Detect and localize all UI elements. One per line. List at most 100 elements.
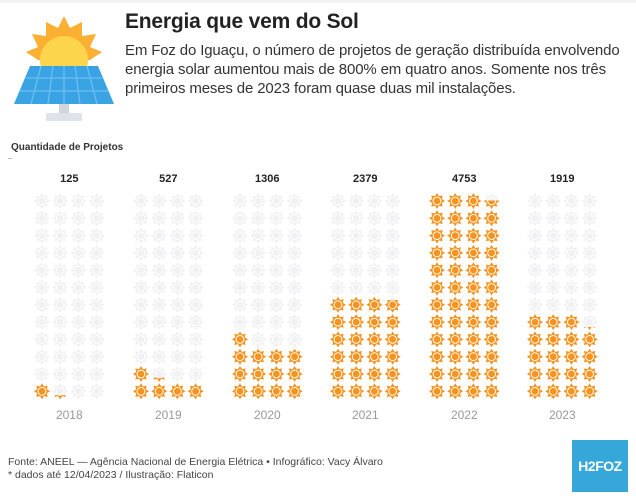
sun-icon: [232, 348, 248, 365]
sun-icon-empty: [169, 279, 186, 296]
sun-icon: [465, 366, 482, 382]
sun-icon: [268, 366, 285, 382]
sun-icon: [447, 279, 464, 296]
sun-icon-empty: [581, 279, 598, 296]
sun-icon: [286, 348, 303, 365]
sun-icon-empty: [384, 227, 401, 244]
sun-icon: [330, 331, 346, 348]
sun-icon-empty: [366, 227, 383, 244]
sun-icon: [366, 383, 383, 400]
sun-icon: [232, 383, 248, 400]
sun-icon-empty: [348, 279, 365, 296]
value-label: 1306: [255, 173, 280, 185]
sun-icon: [465, 314, 482, 331]
sun-icon-empty: [268, 262, 285, 279]
sun-icon: [384, 383, 401, 400]
sun-icon: [465, 383, 482, 400]
sun-icon: [384, 366, 401, 382]
sun-icon-empty: [232, 210, 248, 227]
sun-icon-empty: [34, 244, 50, 261]
sun-icon-empty: [70, 366, 87, 382]
sun-icon: [429, 314, 445, 331]
sun-icon-empty: [70, 331, 87, 348]
sun-icon-empty: [330, 244, 346, 261]
sun-icon: [348, 314, 365, 331]
sun-icon-empty: [70, 210, 87, 227]
x-tick-label: 2019: [154, 408, 182, 422]
sun-icon-partial: [153, 377, 165, 382]
sun-icon: [581, 331, 598, 348]
sun-icon: [483, 244, 500, 261]
sun-icon: [483, 279, 500, 296]
h2foz-logo[interactable]: H2FOZ: [572, 440, 628, 492]
sun-icon-empty: [34, 314, 50, 331]
sun-icon: [429, 262, 445, 279]
sun-icon: [581, 383, 598, 400]
sun-icon-empty: [232, 296, 248, 313]
sun-icon-empty: [330, 262, 346, 279]
sun-icon-empty: [286, 193, 303, 209]
sun-icon: [429, 331, 445, 348]
sun-icon: [348, 296, 365, 313]
sun-icon-empty: [187, 331, 204, 348]
sun-icon-empty: [286, 262, 303, 279]
sun-icon-empty: [187, 227, 204, 244]
sun-icon-empty: [52, 227, 69, 244]
sun-icon-empty: [545, 244, 562, 261]
sun-icon-empty: [286, 227, 303, 244]
sun-icon: [429, 296, 445, 313]
sun-icon-empty: [133, 193, 149, 209]
sun-icon: [366, 296, 383, 313]
sun-icon-empty: [151, 227, 168, 244]
sun-icon: [465, 262, 482, 279]
sun-icon-empty: [268, 193, 285, 209]
sun-icon-empty: [52, 262, 69, 279]
sun-icon-empty: [563, 279, 580, 296]
sun-icon-empty: [88, 193, 105, 209]
sun-icon-empty: [268, 227, 285, 244]
sun-icon-empty: [366, 210, 383, 227]
sun-icon: [384, 348, 401, 365]
sun-icon-empty: [169, 366, 186, 382]
sun-icon-empty: [250, 331, 267, 348]
sun-icon: [527, 366, 543, 382]
sun-icon-empty: [34, 279, 50, 296]
sun-icon: [429, 383, 445, 400]
sun-icon: [268, 348, 285, 365]
sun-icon-empty: [169, 296, 186, 313]
sun-icon: [563, 383, 580, 400]
sun-icon-empty: [88, 314, 105, 331]
sun-icon-empty: [169, 193, 186, 209]
sun-icon-empty: [52, 331, 69, 348]
x-tick-label: 2018: [55, 408, 83, 422]
sun-icon-empty: [545, 262, 562, 279]
sun-icon-empty: [70, 193, 87, 209]
axis-tick-mark: [8, 158, 12, 159]
sun-icon-empty: [348, 210, 365, 227]
sun-icon-partial: [257, 346, 259, 348]
sun-icon: [384, 314, 401, 331]
sun-icon: [527, 383, 543, 400]
sun-icon-empty: [330, 193, 346, 209]
sun-icon: [133, 366, 149, 382]
sun-icon: [366, 366, 383, 382]
x-tick-label: 2023: [548, 408, 576, 422]
sun-icon-empty: [527, 279, 543, 296]
sun-icon-empty: [88, 348, 105, 365]
sun-icon-empty: [52, 210, 69, 227]
sun-icon: [151, 383, 168, 400]
sun-icon: [348, 348, 365, 365]
sun-icon: [429, 348, 445, 365]
sun-icon-empty: [187, 366, 204, 382]
sun-icon-empty: [250, 279, 267, 296]
x-tick-label: 2021: [351, 408, 379, 422]
sun-icon-empty: [527, 262, 543, 279]
sun-icon-empty: [268, 210, 285, 227]
value-label: 527: [159, 173, 178, 185]
sun-icon: [465, 279, 482, 296]
sun-icon-empty: [88, 366, 105, 382]
sun-icon-empty: [169, 210, 186, 227]
sun-icon-empty: [70, 262, 87, 279]
sun-icon: [545, 331, 562, 348]
sun-icon-empty: [52, 279, 69, 296]
